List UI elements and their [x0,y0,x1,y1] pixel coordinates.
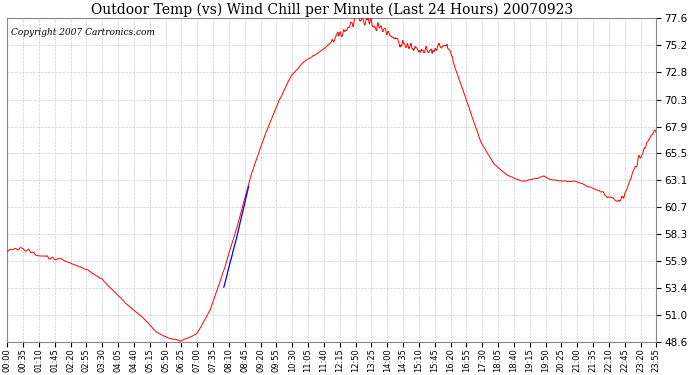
Title: Outdoor Temp (vs) Wind Chill per Minute (Last 24 Hours) 20070923: Outdoor Temp (vs) Wind Chill per Minute … [91,3,573,17]
Text: Copyright 2007 Cartronics.com: Copyright 2007 Cartronics.com [10,28,155,37]
